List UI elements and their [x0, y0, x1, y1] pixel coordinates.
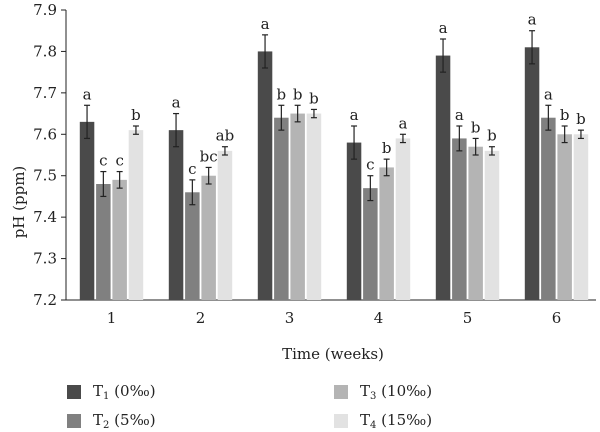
bar	[217, 150, 233, 300]
axis-labels: pH (ppm) Time (weeks)	[10, 166, 384, 363]
legend-label-t3: T3 (10‰)	[360, 382, 433, 402]
y-tick-label: 7.7	[33, 84, 57, 102]
y-tick-label: 7.4	[33, 208, 57, 226]
legend-swatch-t4	[334, 414, 348, 428]
bar	[112, 179, 127, 300]
legend-item-t2: T2 (5‰)	[67, 411, 156, 431]
bar	[524, 47, 540, 301]
significance-letter: b	[560, 106, 570, 124]
x-tick-label: 1	[107, 309, 117, 327]
significance-letter: a	[398, 114, 407, 132]
bar	[201, 175, 216, 300]
x-tick-label: 2	[196, 309, 206, 327]
bar	[468, 146, 483, 300]
significance-letter: b	[576, 110, 586, 128]
legend-item-t3: T3 (10‰)	[334, 382, 432, 402]
bar	[379, 167, 394, 300]
bar	[395, 138, 411, 300]
y-tick-label: 7.5	[33, 167, 57, 185]
bar	[290, 113, 305, 300]
significance-letter: a	[439, 19, 448, 37]
significance-letter: c	[99, 152, 107, 170]
x-tick-label: 5	[463, 309, 473, 327]
legend-label-t2: T2 (5‰)	[93, 411, 156, 431]
legend-swatch-t3	[334, 385, 348, 399]
y-tick-label: 7.6	[33, 125, 57, 143]
y-tick-label: 7.8	[33, 42, 57, 60]
bar	[96, 184, 111, 300]
x-axis-label: Time (weeks)	[282, 345, 384, 363]
significance-letter: ab	[216, 127, 235, 145]
significance-letter: b	[382, 139, 392, 157]
significance-letter: c	[115, 152, 123, 170]
legend-item-t1: T1 (0‰)	[67, 382, 156, 402]
y-tick-label: 7.9	[33, 1, 57, 19]
legend-swatch-t2	[67, 414, 81, 428]
significance-letter: c	[188, 160, 196, 178]
significance-letter: a	[350, 106, 359, 124]
x-tick-label: 3	[285, 309, 295, 327]
significance-letter: b	[309, 89, 319, 107]
x-tick-label: 6	[552, 309, 562, 327]
bar	[573, 134, 589, 300]
significance-letter: a	[83, 85, 92, 103]
significance-letter: a	[455, 106, 464, 124]
bar	[557, 134, 572, 300]
significance-letter: a	[261, 15, 270, 33]
significance-letter: b	[277, 85, 287, 103]
bar	[541, 117, 556, 300]
significance-letter: b	[131, 106, 141, 124]
legend-label-t1: T1 (0‰)	[93, 382, 156, 402]
legend-swatch-t1	[67, 385, 81, 399]
bar	[363, 188, 378, 300]
bar	[168, 130, 184, 300]
bar	[306, 113, 322, 300]
bar	[274, 117, 289, 300]
bar	[128, 130, 144, 300]
x-tick-label: 4	[374, 309, 384, 327]
bar	[452, 138, 467, 300]
y-tick-label: 7.3	[33, 250, 57, 268]
bar	[79, 121, 95, 300]
bar	[484, 150, 500, 300]
significance-letter: bc	[200, 147, 218, 165]
legend-item-t4: T4 (15‰)	[334, 411, 432, 431]
bar	[185, 192, 200, 300]
axes: 7.2 7.3 7.4 7.5 7.6 7.7 7.8 7.9 1 2 3 4 5 6	[33, 1, 596, 327]
bar	[257, 51, 273, 300]
significance-letter: a	[528, 11, 537, 29]
significance-letter: b	[293, 85, 303, 103]
y-tick-label: 7.2	[33, 291, 57, 309]
bar	[435, 55, 451, 301]
y-axis-label: pH (ppm)	[10, 166, 28, 239]
significance-letter: b	[471, 118, 481, 136]
significance-letter: a	[172, 94, 181, 112]
significance-letter: b	[487, 127, 497, 145]
significance-letter: a	[544, 85, 553, 103]
bar	[346, 142, 362, 300]
significance-letter: c	[366, 156, 374, 174]
legend-label-t4: T4 (15‰)	[360, 411, 433, 431]
